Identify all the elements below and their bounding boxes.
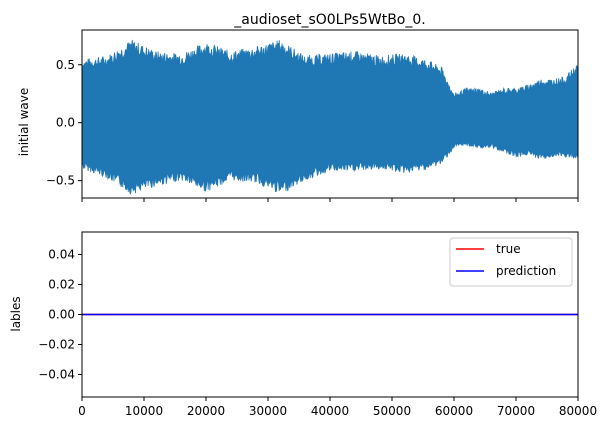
- y-tick-label: −0.02: [38, 338, 75, 352]
- y-tick-label: 0.5: [56, 58, 75, 72]
- legend-label-prediction: prediction: [496, 264, 556, 278]
- x-tick-label: 20000: [187, 404, 225, 418]
- waveform-y-ticks: 0.5 0.0 −0.5: [46, 58, 82, 188]
- waveform-x-ticks: [81, 198, 579, 202]
- chart-title: _audioset_sO0LPs5WtBo_0.: [233, 12, 425, 28]
- x-tick-label: 80000: [559, 404, 597, 418]
- waveform-series: [81, 39, 579, 195]
- y-axis-label-lables: lables: [9, 296, 23, 331]
- legend: true prediction: [449, 237, 573, 287]
- x-tick-label: 30000: [249, 404, 287, 418]
- x-tick-label: 70000: [497, 404, 535, 418]
- x-tick-label: 0: [78, 404, 86, 418]
- legend-label-true: true: [496, 242, 521, 256]
- legend-box: [449, 237, 573, 287]
- y-tick-label: 0.02: [48, 278, 75, 292]
- y-tick-label: 0.00: [48, 308, 75, 322]
- y-axis-label-initial-wave: initial wave: [17, 88, 31, 156]
- labels-y-ticks: 0.04 0.02 0.00 −0.02 −0.04: [38, 248, 82, 382]
- x-tick-label: 60000: [435, 404, 473, 418]
- y-tick-label: −0.5: [46, 174, 75, 188]
- x-tick-label: 40000: [311, 404, 349, 418]
- y-tick-label: 0.0: [56, 116, 75, 130]
- y-tick-label: −0.04: [38, 368, 75, 382]
- labels-x-ticks: 0 10000 20000 30000 40000 50000 60000 70000 8000…: [78, 397, 597, 418]
- waveform-plot-area: [81, 39, 579, 195]
- y-tick-label: 0.04: [48, 248, 75, 262]
- labels-panel: lables 0.04 0.02 0.00 −0.02 −0.04 0 10000 2000…: [9, 231, 597, 418]
- waveform-panel: _audioset_sO0LPs5WtBo_0. initial wave 0.…: [17, 12, 579, 202]
- x-tick-label: 50000: [373, 404, 411, 418]
- x-tick-label: 10000: [125, 404, 163, 418]
